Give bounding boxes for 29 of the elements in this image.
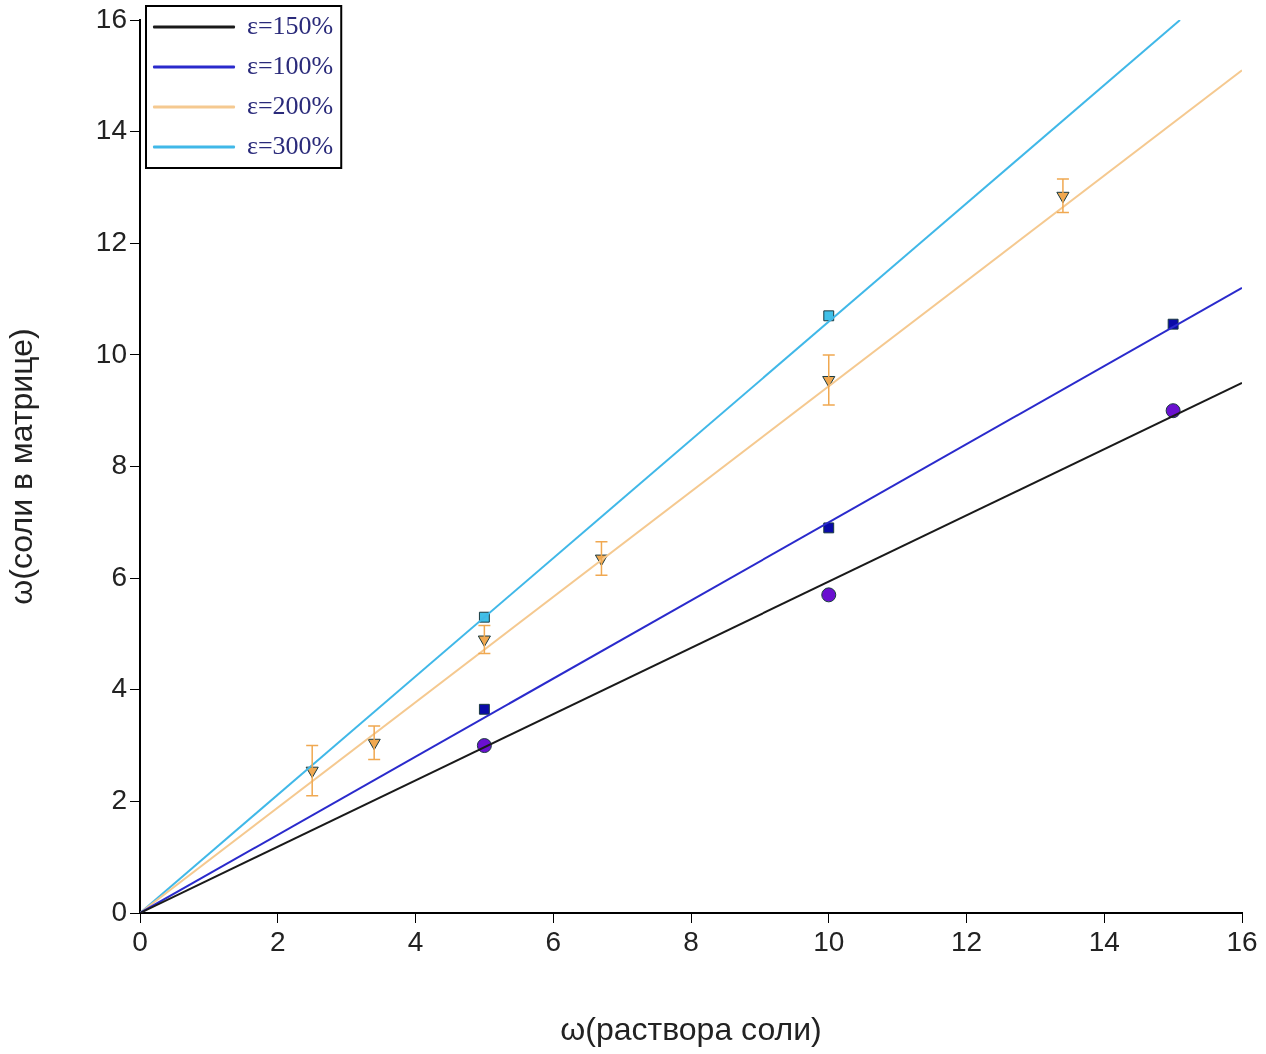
legend-label: ε=100%: [247, 50, 334, 80]
y-tick-label: 6: [111, 560, 127, 592]
legend-label: ε=150%: [247, 10, 334, 40]
point: [478, 703, 490, 715]
y-tick-label: 10: [95, 337, 127, 369]
x-tick-label: 2: [269, 925, 286, 957]
point: [823, 310, 835, 322]
y-axis-title: ω(соли в матрице): [3, 328, 40, 605]
point: [821, 587, 837, 603]
y-tick-label: 2: [111, 784, 127, 816]
y-tick-label: 4: [111, 672, 127, 704]
y-tick-label: 16: [95, 2, 127, 34]
point: [823, 522, 835, 534]
y-tick-label: 12: [95, 225, 127, 257]
x-tick-label: 6: [545, 925, 562, 957]
x-tick-label: 8: [683, 925, 699, 957]
x-tick-label: 12: [950, 925, 983, 957]
y-tick-label: 14: [95, 114, 127, 146]
x-axis-title: ω(раствора соли): [560, 1010, 822, 1047]
legend-label: ε=300%: [247, 130, 334, 160]
point: [477, 635, 491, 648]
y-tick-label: 0: [111, 895, 127, 927]
x-tick-label: 10: [813, 925, 845, 957]
y-tick-label: 8: [111, 449, 127, 481]
x-tick-label: 0: [132, 925, 148, 957]
x-tick-label: 4: [407, 925, 424, 957]
x-tick-label: 14: [1088, 925, 1120, 957]
legend-label: ε=200%: [247, 90, 334, 120]
x-tick-label: 16: [1226, 925, 1258, 957]
